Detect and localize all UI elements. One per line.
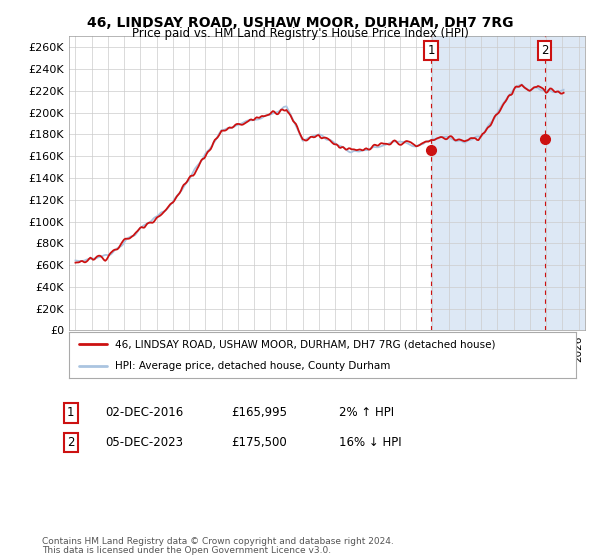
Text: £175,500: £175,500 — [231, 436, 287, 449]
Text: Price paid vs. HM Land Registry's House Price Index (HPI): Price paid vs. HM Land Registry's House … — [131, 27, 469, 40]
Text: 2: 2 — [67, 436, 74, 449]
Text: 2: 2 — [541, 44, 548, 57]
Text: 1: 1 — [67, 406, 74, 419]
Text: 2% ↑ HPI: 2% ↑ HPI — [339, 406, 394, 419]
Text: 46, LINDSAY ROAD, USHAW MOOR, DURHAM, DH7 7RG (detached house): 46, LINDSAY ROAD, USHAW MOOR, DURHAM, DH… — [115, 339, 495, 349]
Text: 1: 1 — [427, 44, 435, 57]
Bar — [431, 36, 585, 330]
Text: This data is licensed under the Open Government Licence v3.0.: This data is licensed under the Open Gov… — [42, 545, 331, 555]
Text: 16% ↓ HPI: 16% ↓ HPI — [339, 436, 401, 449]
Text: 05-DEC-2023: 05-DEC-2023 — [105, 436, 183, 449]
Text: HPI: Average price, detached house, County Durham: HPI: Average price, detached house, Coun… — [115, 361, 390, 371]
Text: Contains HM Land Registry data © Crown copyright and database right 2024.: Contains HM Land Registry data © Crown c… — [42, 538, 394, 547]
Text: 46, LINDSAY ROAD, USHAW MOOR, DURHAM, DH7 7RG: 46, LINDSAY ROAD, USHAW MOOR, DURHAM, DH… — [87, 16, 513, 30]
Text: 02-DEC-2016: 02-DEC-2016 — [105, 406, 183, 419]
Text: £165,995: £165,995 — [231, 406, 287, 419]
